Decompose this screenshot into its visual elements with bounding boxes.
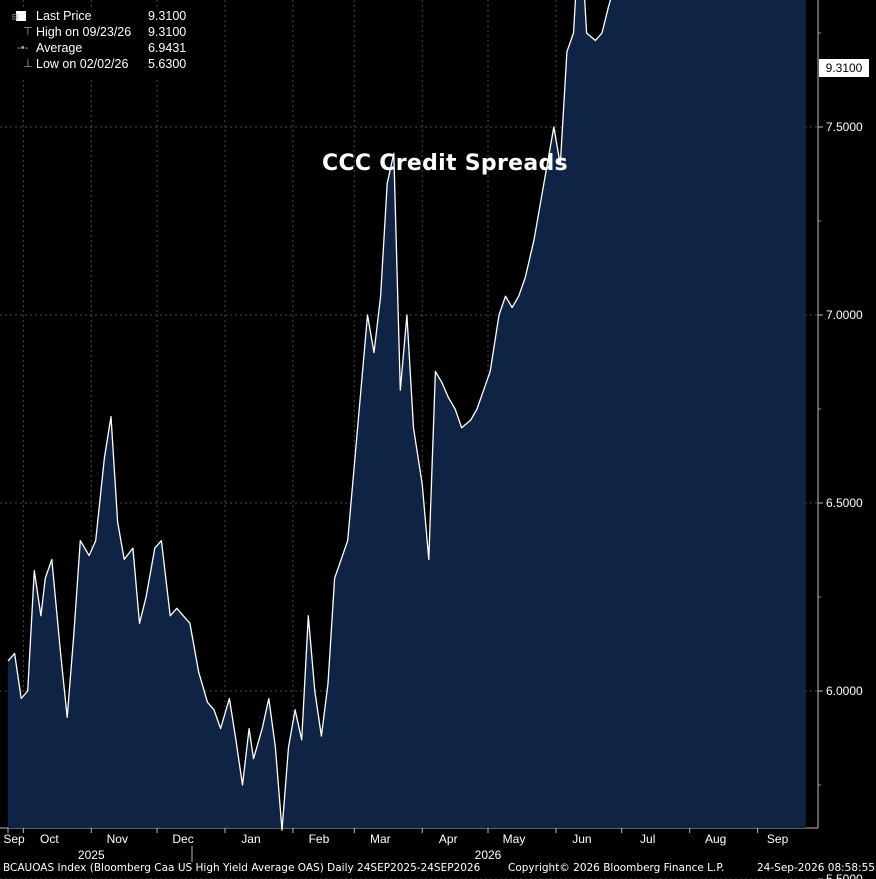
legend-label: Average: [36, 41, 83, 55]
high-marker-icon: ⊤: [14, 26, 33, 38]
x-tick-label: Oct: [40, 832, 59, 846]
y-tick-label: 6.0000: [826, 684, 863, 698]
legend-value: 5.6300: [148, 57, 187, 71]
legend-row-low: ⊥ Low on 02/02/26 5.6300: [4, 56, 192, 72]
x-tick-label: Sep: [3, 832, 25, 846]
x-tick-label: Nov: [107, 832, 128, 846]
y-tick-label: 6.5000: [826, 496, 863, 510]
x-tick-label: Apr: [439, 832, 458, 846]
legend-value: 6.9431: [148, 41, 187, 55]
legend-label: Low on 02/02/26: [36, 57, 129, 71]
collapse-icon[interactable]: ⊟: [12, 12, 19, 23]
legend-value: 9.3100: [148, 9, 187, 23]
square-icon: [16, 11, 26, 21]
x-tick-label: Jul: [640, 832, 655, 846]
legend-label: Last Price: [36, 9, 92, 23]
y-tick-label: 7.0000: [826, 308, 863, 322]
y-tick-label: 5.5000: [826, 872, 863, 879]
series-area: [8, 0, 806, 831]
x-tick-label: Aug: [705, 832, 726, 846]
footer-source: BCAUOAS Index (Bloomberg Caa US High Yie…: [3, 862, 481, 874]
low-marker-icon: ⊥: [14, 58, 33, 70]
y-tick-label: 7.5000: [826, 120, 863, 134]
year-label: 2026: [475, 848, 502, 862]
x-tick-label: Feb: [309, 832, 330, 846]
legend-value: 9.3100: [148, 25, 187, 39]
legend-label: High on 09/23/26: [36, 25, 132, 39]
x-tick-label: May: [503, 832, 526, 846]
x-tick-label: Mar: [370, 832, 391, 846]
x-tick-label: Dec: [172, 832, 193, 846]
legend-row-average: -•- Average 6.9431: [4, 40, 192, 56]
legend-row-last-price: ⊟ Last Price 9.3100: [4, 8, 192, 24]
legend: ⊟ Last Price 9.3100 ⊤ High on 09/23/26 9…: [4, 8, 192, 80]
footer-timestamp: 24-Sep-2026 08:58:55: [757, 862, 875, 874]
footer-copyright: Copyright© 2026 Bloomberg Finance L.P.: [508, 862, 725, 874]
x-tick-label: Jun: [572, 832, 591, 846]
chart-title: CCC Credit Spreads: [322, 151, 568, 176]
series-line: [7, 0, 612, 831]
year-label: 2025: [78, 848, 105, 862]
x-tick-label: Sep: [767, 832, 789, 846]
average-marker-icon: -•-: [14, 42, 29, 54]
x-tick-label: Jan: [241, 832, 260, 846]
legend-row-high: ⊤ High on 09/23/26 9.3100: [4, 24, 192, 40]
last-value-tag: 9.3100: [819, 59, 869, 77]
